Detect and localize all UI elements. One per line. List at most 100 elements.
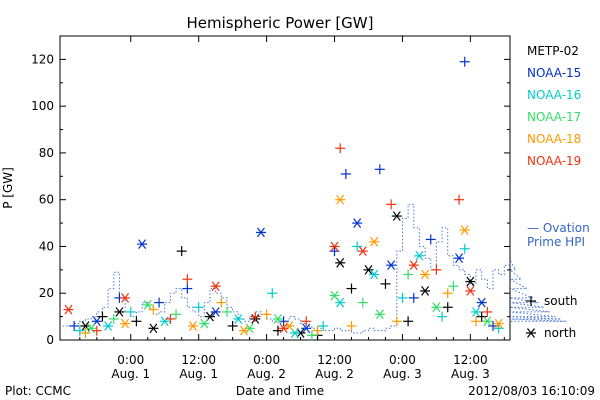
series-noaa-17 (86, 269, 493, 341)
star-d2 (143, 300, 152, 310)
plus-marker (471, 316, 482, 327)
plus-marker (459, 243, 470, 254)
star-marker (526, 328, 536, 338)
plus-marker (125, 306, 136, 317)
star-d2 (466, 286, 475, 296)
star-d2 (138, 239, 147, 249)
plus-marker (131, 316, 142, 327)
y-tick-label: 20 (39, 286, 54, 300)
y-tick-label: 80 (39, 146, 54, 160)
star-d2 (336, 297, 345, 308)
plus-marker (454, 194, 465, 205)
plus-marker (526, 296, 536, 306)
star-marker (493, 318, 504, 329)
legend-item-noaa-17: NOAA-17 (527, 110, 581, 124)
x-tick-time-label: 0:00 (117, 353, 144, 367)
star-d2 (211, 281, 220, 292)
x-axis-label: Date and Time (236, 384, 324, 398)
legend: METP-02 NOAA-15 NOAA-16 NOAA-17 NOAA-18 NOAA-… (526, 44, 590, 340)
star-marker (114, 307, 125, 317)
star-d2 (432, 302, 441, 313)
star-d2 (472, 307, 481, 317)
star-marker (482, 316, 493, 327)
x-tick-date-label: Aug. 2 (247, 367, 286, 381)
star-d2 (370, 269, 379, 280)
star-marker (278, 323, 289, 334)
plus-marker (448, 281, 459, 292)
star-d2 (64, 304, 73, 315)
x-tick-time-label: 0:00 (253, 353, 280, 367)
plus-marker (306, 330, 317, 341)
plus-marker (176, 246, 187, 257)
series-noaa-18 (80, 194, 504, 338)
star-marker (386, 260, 397, 271)
star-marker (369, 269, 380, 280)
plus-marker (182, 274, 193, 285)
star-d2 (392, 211, 401, 221)
star-marker (103, 321, 114, 331)
star-d2 (421, 269, 430, 280)
data-points (63, 56, 504, 341)
star-d2 (375, 309, 384, 320)
star-d2 (81, 321, 90, 331)
star-d2 (239, 325, 248, 336)
star-d2 (189, 321, 197, 331)
star-d2 (160, 316, 169, 327)
y-tick-label: 0 (46, 333, 54, 347)
star-d2 (483, 316, 492, 327)
plus-marker (357, 297, 368, 308)
legend-item-ovation: — Ovation (527, 221, 590, 235)
marker-legend-north: north (544, 326, 576, 340)
star-marker (408, 260, 419, 271)
legend-item-noaa-18: NOAA-18 (527, 132, 581, 146)
plus-marker (193, 302, 204, 313)
plus-marker (216, 297, 227, 308)
plus-marker (391, 316, 402, 327)
plus-marker (346, 283, 357, 294)
star-marker (459, 225, 470, 235)
plus-marker (386, 199, 397, 210)
star-d2 (87, 323, 96, 334)
x-tick-date-label: Aug. 3 (383, 367, 422, 381)
star-d2 (477, 297, 486, 308)
plus-marker (335, 143, 346, 154)
star-marker (431, 302, 442, 313)
plus-marker (182, 283, 193, 294)
star-marker (205, 311, 215, 322)
plus-marker (74, 325, 85, 336)
x-tick-time-label: 12:00 (317, 353, 352, 367)
y-tick-label: 100 (31, 99, 54, 113)
plus-marker (318, 320, 329, 331)
plus-marker (227, 320, 238, 331)
star-d2 (149, 323, 158, 334)
star-marker (352, 218, 363, 228)
series-noaa-19 (63, 143, 493, 336)
star-d2 (370, 236, 379, 247)
star-marker (465, 276, 476, 287)
footer: Plot: CCMC Date and Time 2012/08/03 16:1… (5, 384, 595, 398)
x-tick-time-label: 0:00 (389, 353, 416, 367)
star-marker (335, 297, 346, 308)
series-noaa-15 (69, 56, 499, 334)
star-marker (210, 281, 221, 292)
plus-marker (221, 306, 232, 317)
plus-marker (352, 241, 363, 252)
x-tick-date-label: Aug. 2 (315, 367, 354, 381)
plus-marker (261, 309, 272, 320)
star-d2 (415, 250, 424, 261)
star-marker (148, 323, 159, 334)
star-d2 (273, 314, 282, 324)
star-d2 (494, 318, 503, 329)
star-marker (142, 300, 153, 310)
plus-marker (374, 164, 385, 175)
plus-marker (171, 309, 182, 320)
marker-legend-south: south (544, 294, 578, 308)
star-d2 (387, 260, 396, 271)
star-marker (272, 314, 283, 324)
star-marker (369, 236, 380, 247)
x-tick-date-label: Aug. 3 (451, 367, 490, 381)
star-marker (233, 314, 244, 324)
star-d2 (460, 225, 469, 235)
